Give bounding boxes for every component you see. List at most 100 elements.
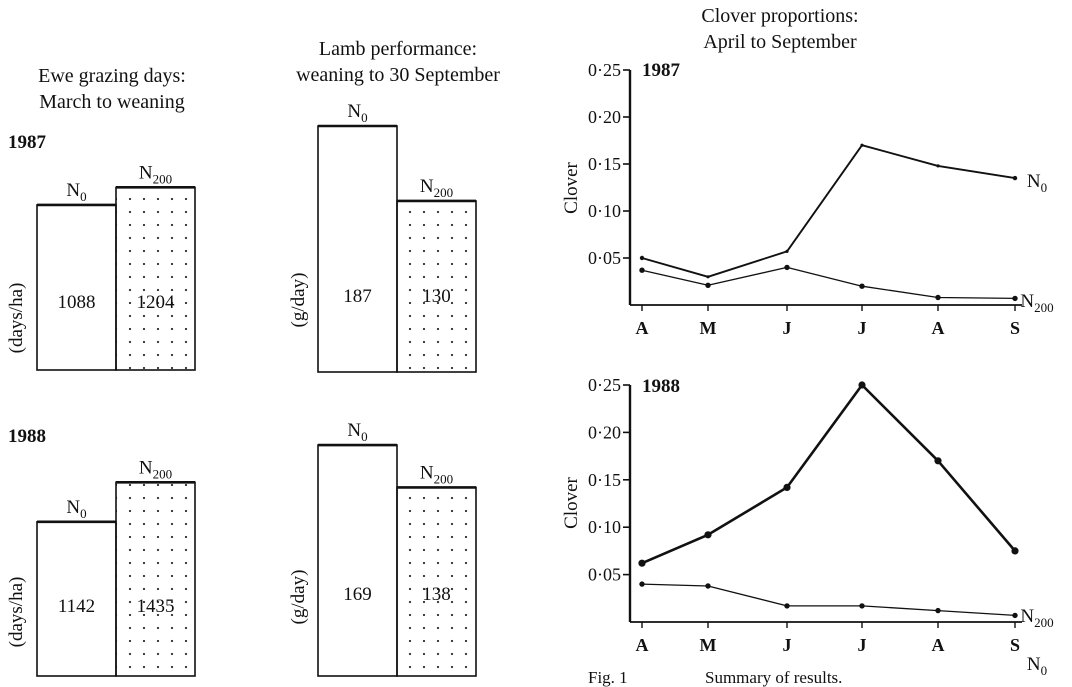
bar-n0 [36, 204, 117, 371]
series-n200-point [639, 267, 645, 273]
y-tick-label: 0·20 [588, 422, 621, 442]
y-tick-label: 0·15 [588, 154, 621, 174]
y-axis-label: (days/ha) [6, 283, 27, 354]
year-label: 1988 [642, 376, 680, 397]
bar-n200-dots [116, 187, 195, 370]
figure-caption-text: Summary of results. [705, 668, 842, 687]
series-n200-label: N200 [1020, 291, 1053, 315]
series-n0-point [783, 483, 791, 491]
series-n0-point [858, 381, 866, 389]
bar-n0 [36, 521, 117, 677]
x-tick-label: S [1010, 318, 1020, 338]
y-tick-label: 0·05 [588, 565, 621, 585]
data-label: 130 [422, 286, 451, 307]
x-tick-label: J [783, 635, 792, 655]
label-n200: N200 [139, 162, 172, 186]
data-label: 138 [422, 584, 451, 605]
ewe-header-line2: March to weaning [39, 91, 185, 113]
series-n200-point [784, 603, 790, 609]
x-tick-label: A [636, 635, 649, 655]
y-tick-label: 0·20 [588, 107, 621, 127]
series-n0-point [934, 457, 942, 465]
lamb-header-line1: Lamb performance: [319, 38, 477, 60]
y-axis-label: (g/day) [288, 273, 309, 328]
series-n0-line [641, 383, 1016, 565]
series-n0-point [785, 249, 789, 253]
series-n200-point [1012, 295, 1018, 302]
clover-1987-line-chart: 1987 Clover 0·05 0·10 0·15 0·20 0·25 A M J J A S N0 N2… [561, 60, 1054, 338]
lamb-1988-bar-chart: (g/day) N0 169 N200 138 [288, 420, 477, 677]
data-label: 1204 [137, 292, 176, 313]
series-n200-point [784, 264, 790, 271]
label-n0: N0 [66, 497, 86, 521]
series-n0-point [704, 531, 712, 539]
y-axis-label: (days/ha) [6, 577, 27, 648]
series-n200-point [935, 607, 941, 614]
lamb-header-line2: weaning to 30 September [296, 64, 500, 86]
label-n0: N0 [347, 101, 367, 125]
y-tick-label: 0·10 [588, 201, 621, 221]
x-tick-label: J [783, 318, 792, 338]
label-n0: N0 [347, 420, 367, 444]
year-label: 1988 [8, 426, 46, 447]
series-n200-point [639, 581, 645, 587]
data-label: 1435 [137, 596, 175, 617]
series-n200-point [859, 603, 865, 609]
x-tick-label: A [636, 318, 649, 338]
y-tick-label: 0·25 [588, 375, 621, 395]
series-n200-point [859, 283, 865, 289]
series-n0-label: N0 [1027, 171, 1047, 195]
year-label: 1987 [642, 60, 681, 81]
series-n200-label: N200 [1020, 606, 1053, 630]
y-axis-label: Clover [561, 161, 582, 213]
series-n0-point [638, 559, 646, 567]
series-n200-point [935, 294, 941, 301]
bar-n200-dots [397, 487, 476, 676]
figure-caption-label: Fig. 1 [588, 668, 628, 687]
y-tick-label: 0·10 [588, 517, 621, 537]
label-n200: N200 [420, 462, 453, 486]
x-tick-label: J [858, 318, 867, 338]
x-tick-label: J [858, 635, 867, 655]
data-label: 187 [343, 286, 372, 307]
clover-1988-line-chart: 1988 Clover 0·05 0·10 0·15 0·20 0·25 A M J J A S N0 N2… [561, 375, 1054, 678]
series-n0-point [1012, 175, 1018, 181]
ewe-1987-bar-chart: 1987 (days/ha) N0 1088 N200 1204 [6, 132, 196, 371]
ewe-header-line1: Ewe grazing days: [38, 65, 186, 87]
label-n200: N200 [139, 457, 172, 481]
series-n0-line [641, 144, 1016, 278]
label-n200: N200 [420, 176, 453, 200]
series-n200-point [1012, 612, 1018, 619]
series-n200-point [705, 282, 711, 288]
series-n200-line [641, 583, 1016, 617]
series-n0-point [860, 143, 864, 147]
label-n0: N0 [66, 180, 86, 204]
bar-n200-dots [397, 200, 476, 372]
series-n200-point [705, 583, 711, 589]
series-n200-line [641, 266, 1016, 300]
series-n0-point [706, 275, 710, 279]
clover-header-line1: Clover proportions: [701, 5, 858, 27]
series-n0-label: N0 [1027, 654, 1047, 678]
y-tick-label: 0·25 [588, 60, 621, 80]
year-label: 1987 [8, 132, 47, 153]
data-label: 1142 [58, 596, 95, 617]
lamb-1987-bar-chart: (g/day) N0 187 N200 130 [288, 101, 477, 373]
x-tick-label: S [1010, 635, 1020, 655]
y-tick-label: 0·15 [588, 470, 621, 490]
y-tick-label: 0·05 [588, 248, 621, 268]
data-label: 169 [343, 584, 372, 605]
ewe-1988-bar-chart: 1988 (days/ha) N0 1142 N200 1435 [6, 426, 196, 677]
x-tick-label: A [932, 318, 945, 338]
series-n0-point [639, 255, 645, 261]
x-tick-label: A [932, 635, 945, 655]
y-axis-label: (g/day) [288, 570, 309, 625]
clover-header-line2: April to September [703, 31, 857, 53]
bar-n200-dots [116, 482, 195, 676]
x-tick-label: M [700, 318, 717, 338]
bar-n0 [317, 444, 398, 677]
y-axis-label: Clover [561, 476, 582, 528]
series-n0-point [936, 164, 940, 168]
x-tick-label: M [700, 635, 717, 655]
